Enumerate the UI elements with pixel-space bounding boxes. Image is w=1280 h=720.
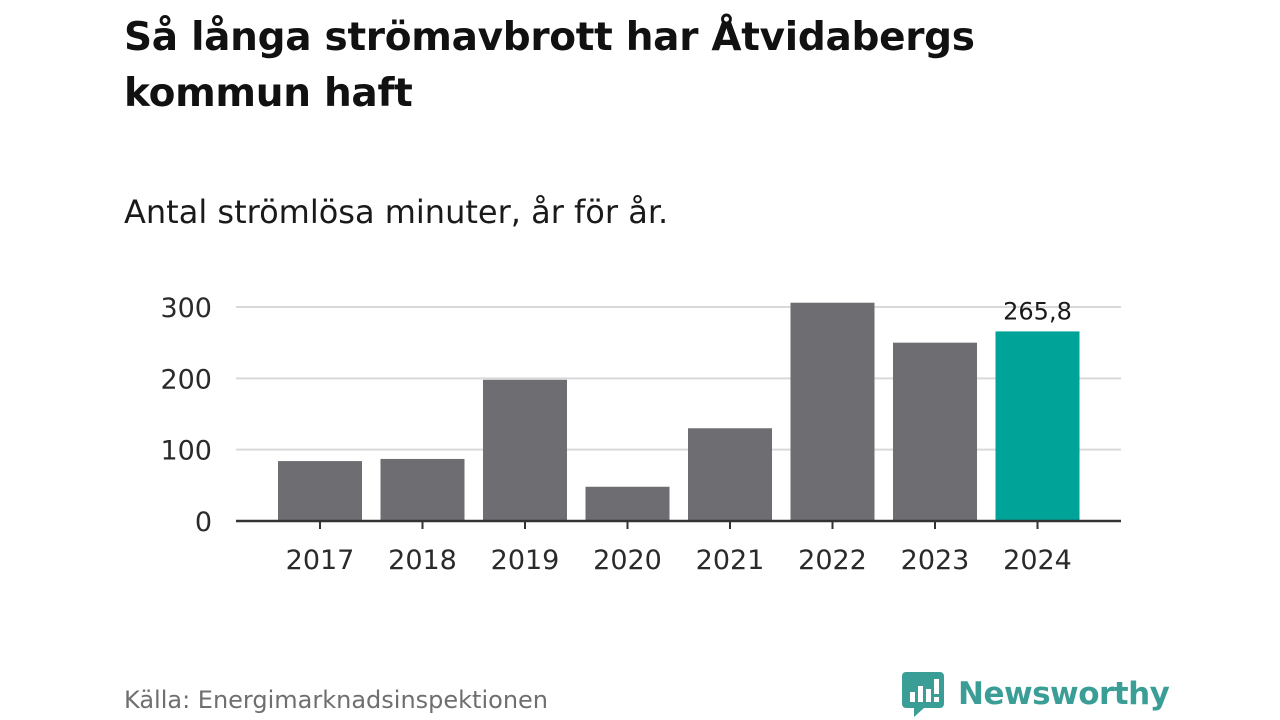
x-tick-label: 2023 (901, 545, 970, 576)
bar (483, 379, 567, 521)
y-tick-label: 200 (160, 364, 212, 395)
bar (380, 458, 465, 521)
chart-title: Så långa strömavbrott har Åtvidabergs ko… (124, 15, 975, 116)
data-label: 265,8 (1003, 297, 1072, 325)
y-tick-label: 0 (195, 507, 212, 538)
bar (585, 486, 670, 521)
chart-subtitle: Antal strömlösa minuter, år för år. (124, 193, 669, 231)
bar (688, 428, 772, 521)
bar (278, 461, 362, 521)
x-tick-label: 2020 (593, 545, 662, 576)
bar (995, 331, 1080, 521)
y-tick-label: 100 (160, 436, 212, 467)
x-tick-label: 2021 (696, 545, 765, 576)
x-tick-label: 2022 (798, 545, 867, 576)
x-tick-label: 2018 (388, 545, 457, 576)
bar (893, 342, 977, 521)
brand-logo: Newsworthy (902, 670, 1170, 718)
x-tick-label: 2017 (286, 545, 355, 576)
source-note: Källa: Energimarknadsinspektionen (124, 686, 549, 714)
bar (790, 302, 875, 521)
x-tick-label: 2024 (1003, 545, 1072, 576)
newsworthy-logo-icon (902, 672, 944, 717)
y-tick-label: 300 (160, 293, 212, 324)
brand-name: Newsworthy (958, 676, 1170, 712)
x-tick-label: 2019 (491, 545, 560, 576)
